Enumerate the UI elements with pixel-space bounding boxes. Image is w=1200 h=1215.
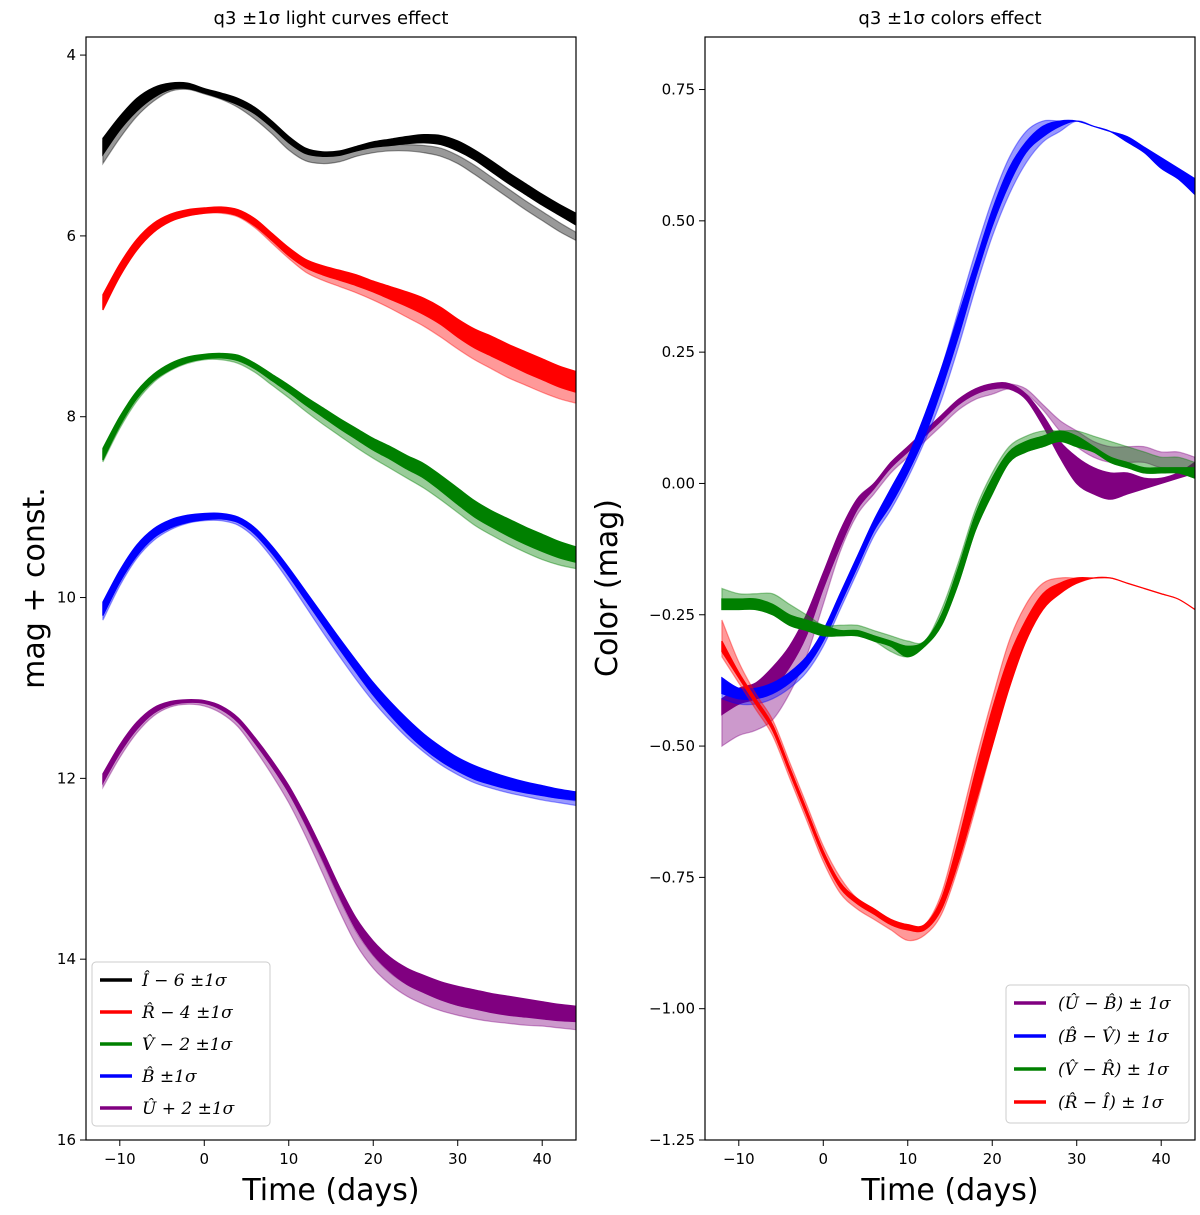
y-tick-label: 10 — [57, 589, 76, 607]
right-legend-frame — [1005, 984, 1190, 1124]
y-tick-label: 14 — [57, 950, 76, 968]
y-tick-label: 6 — [66, 227, 76, 245]
right-series-bands — [721, 119, 1195, 942]
left-legend-frame — [91, 961, 271, 1127]
right-chart-panel: q3 ±1σ colors effect −10 0 10 20 30 40 0.750.… — [590, 8, 1196, 1208]
series-2-dark-band — [721, 430, 1195, 658]
legend-label: V̂ − 2 ±1σ — [142, 1035, 233, 1055]
series-1 — [721, 119, 1195, 706]
y-tick-label: 4 — [66, 46, 76, 64]
right-plot-area — [705, 37, 1195, 1140]
series-2 — [721, 429, 1195, 658]
legend-label: R̂ − 4 ±1σ — [141, 1003, 233, 1023]
y-tick-label: 0.50 — [662, 212, 695, 230]
series-1 — [102, 206, 576, 404]
series-3 — [102, 512, 576, 807]
legend-label: (R̂ − Î) ± 1σ — [1058, 1092, 1164, 1113]
left-series-bands — [102, 81, 576, 1031]
series-1-dark-band — [102, 206, 576, 393]
x-tick-label: 20 — [983, 1150, 1002, 1168]
y-tick-label: −1.00 — [649, 1000, 695, 1018]
right-x-axis-label: Time (days) — [860, 1173, 1038, 1208]
x-tick-label: 10 — [279, 1150, 298, 1168]
x-tick-label: 40 — [533, 1150, 552, 1168]
left-plot-frame — [85, 36, 577, 1141]
right-x-ticks: −10 0 10 20 30 40 — [723, 1140, 1171, 1168]
x-tick-label: 0 — [200, 1150, 210, 1168]
series-2-light-band — [721, 429, 1195, 658]
y-tick-label: −1.25 — [649, 1131, 695, 1149]
legend-label: Î − 6 ±1σ — [141, 970, 227, 991]
left-legend: Î − 6 ±1σ R̂ − 4 ±1σ V̂ − 2 ±1σ B̂ ±1σ Û + 2… — [91, 961, 271, 1127]
y-tick-label: −0.25 — [649, 606, 695, 624]
series-0-dark-band — [721, 382, 1195, 716]
series-2 — [102, 352, 576, 570]
left-x-axis-label: Time (days) — [241, 1173, 419, 1208]
legend-label: (V̂ − R̂) ± 1σ — [1058, 1060, 1169, 1080]
left-y-ticks: 4 6 8 10 12 14 16 — [57, 46, 86, 1149]
x-tick-label: −10 — [723, 1150, 755, 1168]
legend-label: B̂ ±1σ — [141, 1067, 197, 1087]
y-tick-label: 8 — [66, 408, 76, 426]
x-tick-label: 30 — [448, 1150, 467, 1168]
right-y-axis-label: Color (mag) — [590, 499, 625, 677]
right-y-ticks: 0.75 0.50 0.25 0.00 −0.25 −0.50 −0.75 −1.00 −1.2… — [649, 81, 705, 1149]
left-y-axis-label: mag + const. — [17, 487, 52, 689]
series-1-dark-band — [721, 119, 1195, 701]
series-3-dark-band — [102, 512, 576, 801]
y-tick-label: 0.00 — [662, 474, 695, 492]
y-tick-label: 12 — [57, 769, 76, 787]
legend-label: (B̂ − V̂) ± 1σ — [1058, 1027, 1169, 1047]
x-tick-label: −10 — [104, 1150, 136, 1168]
left-chart-title: q3 ±1σ light curves effect — [214, 8, 449, 29]
y-tick-label: −0.75 — [649, 868, 695, 886]
series-2-dark-band — [102, 352, 576, 563]
x-tick-label: 0 — [819, 1150, 829, 1168]
left-x-ticks: −10 0 10 20 30 40 — [104, 1140, 552, 1168]
series-4-dark-band — [102, 699, 576, 1023]
legend-label: Û + 2 ±1σ — [142, 1098, 235, 1119]
y-tick-label: 16 — [57, 1131, 76, 1149]
series-0-dark-band — [102, 81, 576, 226]
left-chart-panel: q3 ±1σ light curves effect −10 0 10 20 30 40 … — [17, 8, 577, 1208]
x-tick-label: 10 — [898, 1150, 917, 1168]
right-chart-title: q3 ±1σ colors effect — [858, 8, 1041, 29]
x-tick-label: 40 — [1152, 1150, 1171, 1168]
y-tick-label: 0.25 — [662, 343, 695, 361]
series-0 — [102, 81, 576, 242]
y-tick-label: −0.50 — [649, 737, 695, 755]
x-tick-label: 30 — [1067, 1150, 1086, 1168]
right-plot-frame — [704, 36, 1196, 1141]
x-tick-label: 20 — [364, 1150, 383, 1168]
legend-label: (Û − B̂) ± 1σ — [1058, 993, 1171, 1014]
series-0 — [721, 382, 1195, 748]
series-4 — [102, 699, 576, 1031]
right-legend: (Û − B̂) ± 1σ (B̂ − V̂) ± 1σ (V̂ − R̂) ± 1… — [1005, 984, 1190, 1124]
y-tick-label: 0.75 — [662, 81, 695, 99]
